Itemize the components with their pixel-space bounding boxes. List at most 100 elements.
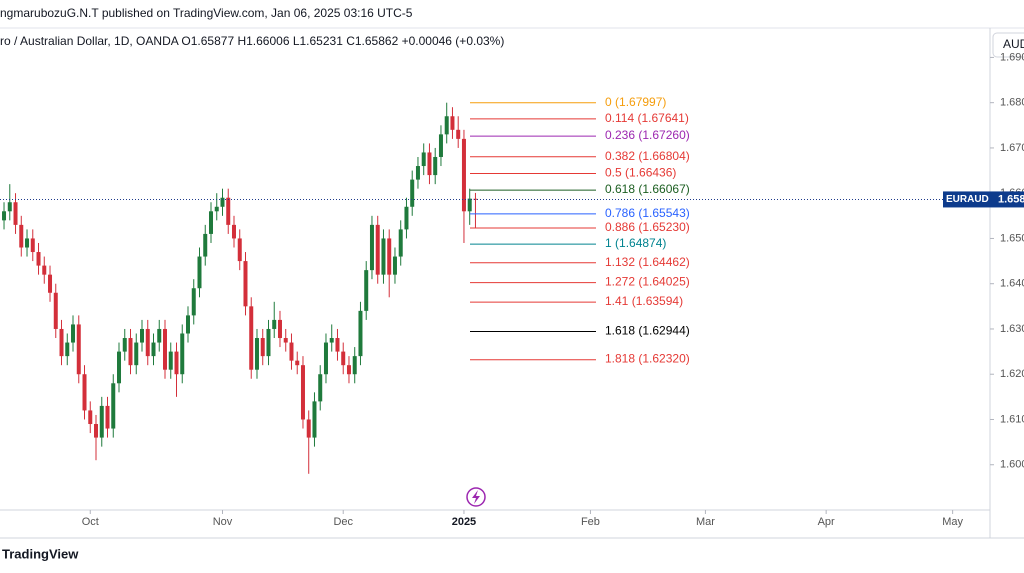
candle-body (433, 156, 438, 176)
currency-button[interactable] (992, 32, 1024, 58)
candle-body (180, 333, 185, 375)
candle-body (111, 383, 116, 429)
candle-body (76, 324, 81, 375)
fib-label: 0.114 (1.67641) (605, 111, 689, 125)
candle-body (346, 365, 351, 375)
x-tick-label: Dec (333, 516, 353, 528)
candle-body (392, 256, 397, 275)
candle-body (283, 338, 288, 343)
fib-level: 1.41 (605, 294, 629, 308)
candle-body (323, 342, 328, 375)
fib-label: 0.382 (1.66804) (605, 149, 690, 163)
candle-body (105, 405, 110, 429)
price-tag (990, 191, 1024, 208)
candle-body (220, 197, 225, 207)
fib-price: (1.66067) (638, 182, 689, 196)
candle-body (364, 270, 369, 311)
y-tick-label: 1.670 (1000, 142, 1024, 154)
candles (2, 102, 478, 474)
header-bar (0, 0, 1024, 28)
candle-body (381, 238, 386, 275)
fib-label: 0.886 (1.65230) (605, 220, 690, 234)
candle-body (25, 238, 30, 248)
fib-price: (1.64025) (638, 275, 689, 289)
y-tick-label: 1.640 (1000, 278, 1024, 290)
candle-body (71, 324, 76, 343)
candle-body (226, 197, 231, 225)
fib-level: 0.786 (605, 206, 635, 220)
fib-price: (1.67260) (638, 128, 689, 142)
fib-label: 1.41 (1.63594) (605, 294, 683, 308)
currency-label: AUD (1003, 37, 1024, 51)
x-tick-label: May (942, 516, 963, 528)
fib-price: (1.67997) (615, 95, 666, 109)
candle-body (369, 224, 374, 271)
publisher: ngmarubozuG.N.T published on TradingView… (0, 6, 413, 20)
candle-body (214, 206, 219, 212)
y-tick-label: 1.620 (1000, 368, 1024, 380)
fib-price: (1.64874) (615, 236, 666, 250)
candle-body (2, 211, 7, 221)
candle-body (94, 424, 99, 438)
candle-body (145, 328, 150, 357)
fib-label: 0.786 (1.65543) (605, 206, 690, 220)
fib-label: 1.818 (1.62320) (605, 352, 690, 366)
candle-body (197, 256, 202, 289)
y-tick-label: 1.690 (1000, 51, 1024, 63)
candle-body (266, 328, 271, 357)
candle-body (185, 315, 190, 334)
fib-level: 0.886 (605, 220, 635, 234)
candle-body (36, 252, 41, 266)
candle-body (410, 179, 415, 207)
candle-body (254, 338, 259, 370)
candle-body (341, 351, 346, 366)
y-tick-label: 1.600 (1000, 459, 1024, 471)
candle-body (427, 152, 432, 176)
fib-price: (1.67641) (637, 111, 688, 125)
fib-label: 1.618 (1.62944) (605, 324, 690, 338)
fib-label: 0.236 (1.67260) (605, 128, 690, 142)
candle-body (59, 328, 64, 357)
x-tick-label: Feb (581, 516, 600, 528)
candle-body (82, 374, 87, 411)
candle-body (473, 198, 478, 200)
x-tick-label: 2025 (452, 516, 476, 528)
candle-body (456, 129, 461, 139)
symbol-tag (943, 191, 990, 208)
candle-body (272, 319, 277, 329)
fib-price: (1.62320) (638, 352, 689, 366)
price-tag-label: 1.65862 (998, 193, 1024, 205)
candle-body (134, 342, 139, 366)
candle-body (387, 238, 392, 275)
candle-body (53, 292, 58, 329)
x-tick-label: Mar (696, 516, 715, 528)
fib-label: 0.618 (1.66067) (605, 182, 690, 196)
candle-body (174, 351, 179, 375)
candle-body (231, 224, 236, 239)
y-tick-label: 1.610 (1000, 413, 1024, 425)
footer-brand: TradingView (2, 546, 79, 561)
candle-body (421, 152, 426, 167)
candle-body (289, 342, 294, 361)
candle-body (243, 261, 248, 307)
fib-level: 1.618 (605, 324, 635, 338)
candle-body (203, 233, 208, 257)
candle-body (398, 229, 403, 257)
candle-body (237, 238, 242, 262)
candle-body (358, 310, 363, 357)
candle-body (65, 342, 70, 357)
x-tick-label: Apr (818, 516, 835, 528)
y-tick-label: 1.630 (1000, 323, 1024, 335)
candle-body (444, 116, 449, 135)
candle-body (122, 338, 127, 352)
fib-level: 0.618 (605, 182, 635, 196)
fib-level: 0 (605, 95, 612, 109)
candle-body (99, 405, 104, 438)
candle-body (163, 328, 167, 370)
candle-body (438, 134, 443, 157)
candle-body (117, 351, 122, 384)
symbol-info: ro / Australian Dollar, 1D, OANDA O1.658… (0, 34, 504, 48)
candle-body (295, 360, 300, 366)
fib-label: 1.132 (1.64462) (605, 255, 690, 269)
fib-level: 0.382 (605, 149, 635, 163)
